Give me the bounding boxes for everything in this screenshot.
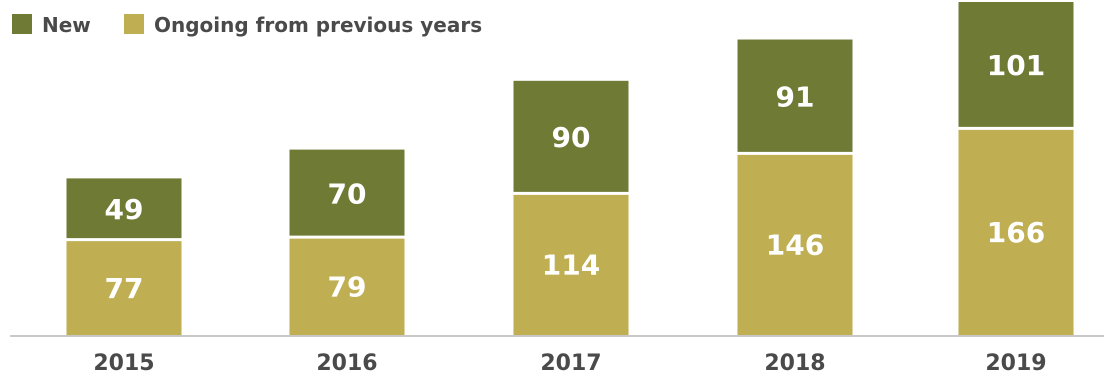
x-tick-label-2019: 2019: [985, 351, 1046, 376]
legend-swatch-new: [12, 14, 32, 34]
x-tick-label-2015: 2015: [93, 351, 154, 376]
data-label-new-2015: 49: [105, 193, 144, 226]
data-label-ongoing-2018: 146: [766, 229, 824, 262]
x-tick-label-2016: 2016: [316, 351, 377, 376]
x-axis-ticks: 2015 2016 2017 2018 2019: [93, 351, 1046, 376]
bar-new-2019: [958, 2, 1074, 129]
bar-new-2017: [513, 80, 629, 194]
data-label-ongoing-2017: 114: [542, 249, 600, 282]
bar-new-2015: [66, 178, 182, 240]
bar-ongoing-2017: [513, 193, 629, 336]
bar-new-2018: [737, 39, 853, 154]
legend-swatch-ongoing: [124, 14, 144, 34]
bar-ongoing-2019: [958, 128, 1074, 336]
data-label-new-2016: 70: [328, 177, 367, 210]
bar-ongoing-2015: [66, 239, 182, 336]
data-label-new-2017: 90: [552, 121, 591, 154]
bars: 77 49 79 70 114 90 146 91 166 101: [66, 2, 1074, 336]
x-tick-label-2017: 2017: [540, 351, 601, 376]
legend: New Ongoing from previous years: [12, 13, 482, 37]
legend-label-ongoing: Ongoing from previous years: [154, 13, 482, 37]
bar-new-2016: [289, 149, 405, 238]
data-label-new-2019: 101: [987, 49, 1045, 82]
data-label-new-2018: 91: [776, 80, 815, 113]
x-tick-label-2018: 2018: [764, 351, 825, 376]
data-label-ongoing-2019: 166: [987, 216, 1045, 249]
bar-ongoing-2018: [737, 153, 853, 336]
legend-label-new: New: [42, 13, 91, 37]
data-label-ongoing-2015: 77: [105, 272, 144, 305]
bar-ongoing-2016: [289, 237, 405, 336]
data-label-ongoing-2016: 79: [328, 271, 367, 304]
